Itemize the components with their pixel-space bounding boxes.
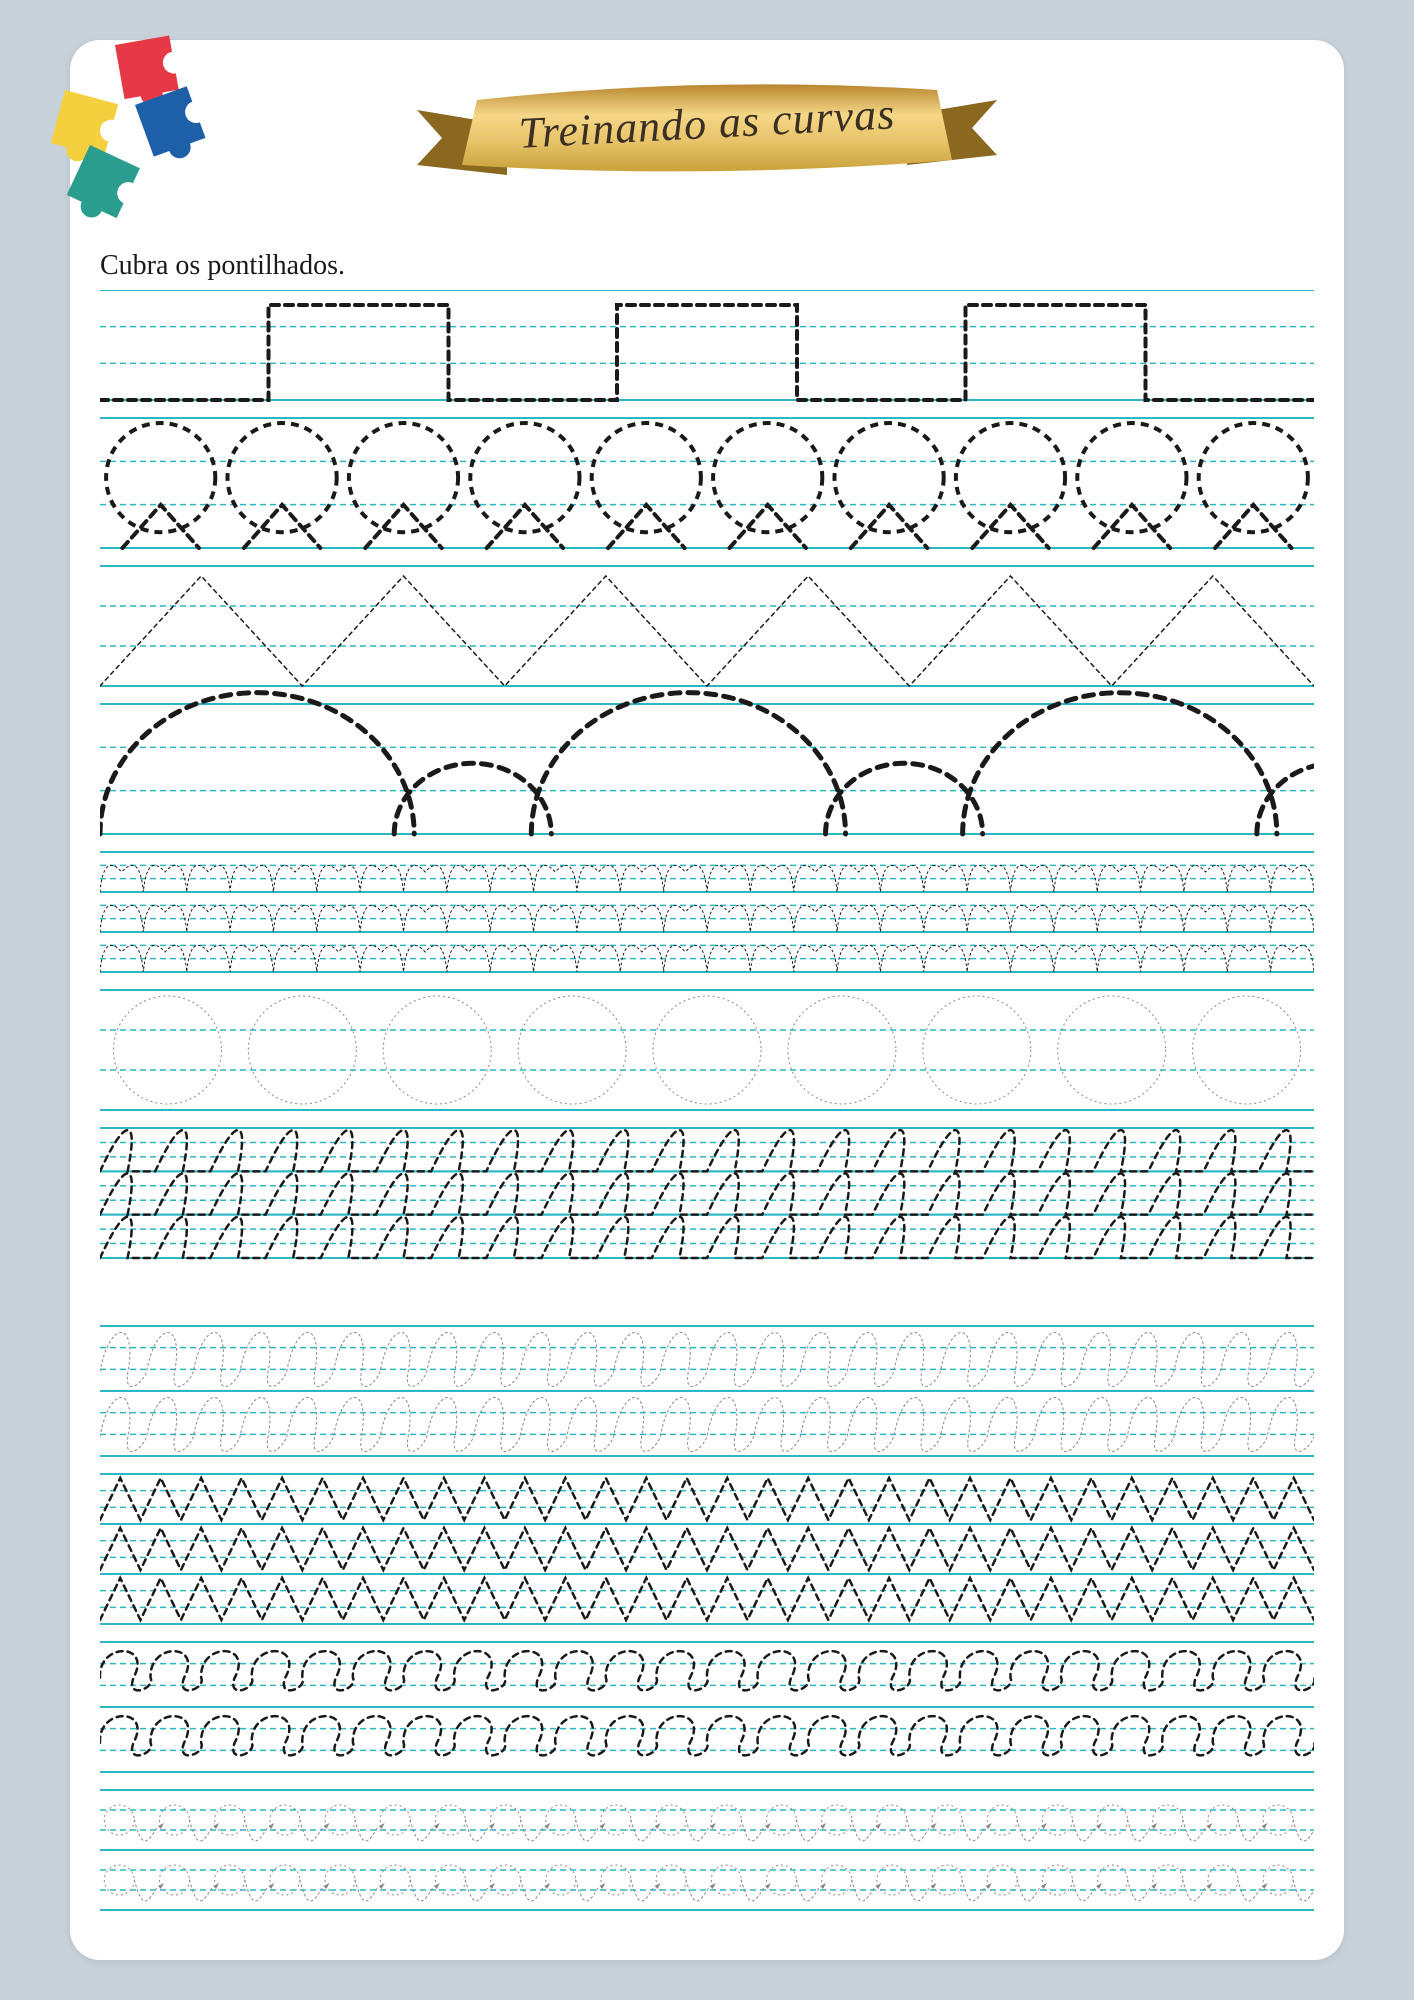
instruction-text: Cubra os pontilhados.	[100, 250, 345, 282]
exercise-container	[100, 290, 1314, 1930]
worksheet-page: Treinando as curvas Cubra os pontilhados…	[70, 40, 1344, 1960]
puzzle-decoration-icon	[40, 30, 240, 230]
